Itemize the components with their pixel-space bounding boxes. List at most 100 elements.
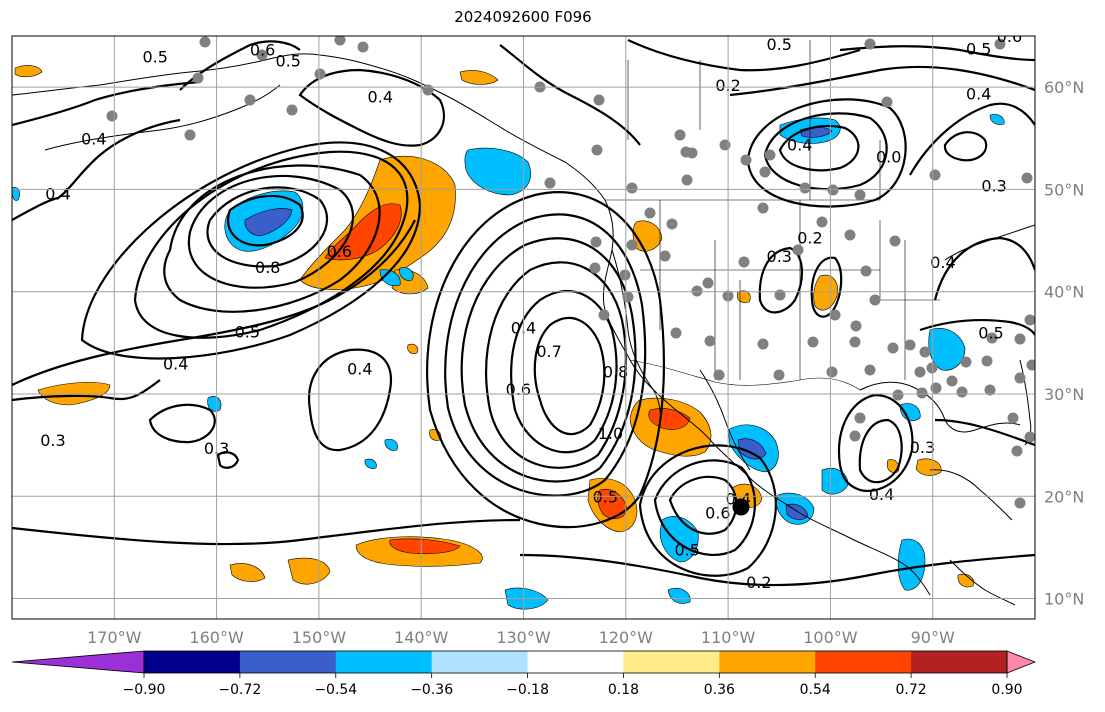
latitude-tick-label: 30°N <box>1044 385 1084 404</box>
station-marker <box>704 335 716 347</box>
station-marker <box>589 262 601 274</box>
station-marker <box>849 430 861 442</box>
station-marker <box>593 94 605 106</box>
station-marker <box>590 236 602 248</box>
contour-label: 0.4 <box>869 485 894 504</box>
station-marker <box>887 342 899 354</box>
station-marker <box>622 291 634 303</box>
contour-label: 0.6 <box>506 380 531 399</box>
contour-label: 0.5 <box>978 324 1003 343</box>
station-marker <box>192 72 204 84</box>
longitude-labels: 170°W 160°W 150°W 140°W 130°W 120°W 110°W 100°W… <box>87 628 955 647</box>
longitude-tick-label: 110°W <box>701 628 756 647</box>
graticule <box>12 36 1035 619</box>
colorbar-segment <box>335 651 433 673</box>
contour-label: 0.4 <box>81 129 106 148</box>
latitude-tick-label: 50°N <box>1044 180 1084 199</box>
station-marker <box>686 147 698 159</box>
colorbar-tick-label: −0.90 <box>123 682 166 698</box>
colorbar-tick-label: 0.72 <box>896 682 927 698</box>
station-marker <box>826 366 838 378</box>
station-marker <box>759 166 771 178</box>
plot-title: 2024092600 F096 <box>454 8 592 26</box>
contour-label: 0.4 <box>726 489 751 508</box>
station-marker <box>764 149 776 161</box>
longitude-tick-label: 140°W <box>394 628 449 647</box>
station-marker <box>904 339 916 351</box>
station-marker <box>930 382 942 394</box>
colorbar-segment <box>815 651 912 673</box>
longitude-tick-label: 170°W <box>87 628 142 647</box>
longitude-tick-label: 150°W <box>292 628 347 647</box>
contour-label: 0.3 <box>981 176 1006 195</box>
contour-label: 0.5 <box>142 47 167 66</box>
colorbar-segment <box>623 651 720 673</box>
station-marker <box>773 369 785 381</box>
station-marker <box>644 207 656 219</box>
longitude-tick-label: 90°W <box>911 628 955 647</box>
station-marker <box>864 364 876 376</box>
station-marker <box>994 38 1006 50</box>
contour-label: 0.5 <box>275 52 300 71</box>
longitude-tick-label: 100°W <box>803 628 858 647</box>
station-marker <box>199 36 211 48</box>
storm-center-marker <box>732 498 750 516</box>
station-marker <box>1007 412 1019 424</box>
longitude-tick-label: 160°W <box>189 628 244 647</box>
station-marker <box>827 184 839 196</box>
colorbar-tick-label: 0.36 <box>704 682 735 698</box>
colorbar-extend-high <box>1006 650 1037 674</box>
colorbar-extend-low <box>11 650 145 674</box>
contour-label: 0.3 <box>910 438 935 457</box>
colorbar-segment <box>911 651 1008 673</box>
station-marker <box>960 356 972 368</box>
station-marker <box>1024 431 1035 443</box>
latitude-labels: 60°N 50°N 40°N 30°N 20°N 10°N <box>1044 78 1084 608</box>
contour-label-layer: 0.5 0.60.50.40.40.40.80.60.50.4 0.40.3 0.30… <box>40 35 1022 592</box>
station-marker <box>919 346 931 358</box>
colorbar-tick-label: 0.54 <box>800 682 831 698</box>
contour-label: 0.5 <box>235 323 260 342</box>
station-marker <box>1026 359 1035 371</box>
station-marker <box>807 336 819 348</box>
colorbar-segment <box>239 651 337 673</box>
contour-label: 0.5 <box>767 35 792 54</box>
station-marker <box>334 36 346 46</box>
colorbar-tick-label: −0.36 <box>410 682 453 698</box>
station-marker <box>702 277 714 289</box>
colorbar-tick-label: −0.18 <box>506 682 549 698</box>
contour-label: 0.4 <box>966 84 991 103</box>
station-marker <box>738 256 750 268</box>
latitude-tick-label: 40°N <box>1044 283 1084 302</box>
contour-label: 0.3 <box>767 247 792 266</box>
contour-label: 0.7 <box>536 342 561 361</box>
station-marker <box>256 49 268 61</box>
map-frame <box>11 35 1036 620</box>
station-marker <box>956 386 968 398</box>
contour-label: 0.2 <box>746 573 771 592</box>
contour-layer <box>12 39 1035 587</box>
contour-label: 0.4 <box>45 185 70 204</box>
station-marker <box>774 289 786 301</box>
station-marker <box>1011 445 1023 457</box>
station-marker <box>1014 333 1026 345</box>
colorbar-tick-label: −0.72 <box>218 682 261 698</box>
contour-label: 0.4 <box>368 87 393 106</box>
contour-label: 0.4 <box>347 359 372 378</box>
contour-label: 0.5 <box>674 540 699 559</box>
station-marker <box>619 269 631 281</box>
contour-label: 0.6 <box>327 242 352 261</box>
station-marker <box>1021 172 1033 184</box>
latitude-tick-label: 20°N <box>1044 487 1084 506</box>
station-marker <box>626 239 638 251</box>
contour-label: 0.4 <box>787 135 812 154</box>
station-marker <box>740 154 752 166</box>
station-marker <box>916 387 928 399</box>
station-marker <box>681 174 693 186</box>
station-marker <box>889 235 901 247</box>
station-marker <box>864 38 876 50</box>
station-marker <box>757 338 769 350</box>
station-marker <box>849 336 861 348</box>
colorbar-segment <box>527 651 624 673</box>
